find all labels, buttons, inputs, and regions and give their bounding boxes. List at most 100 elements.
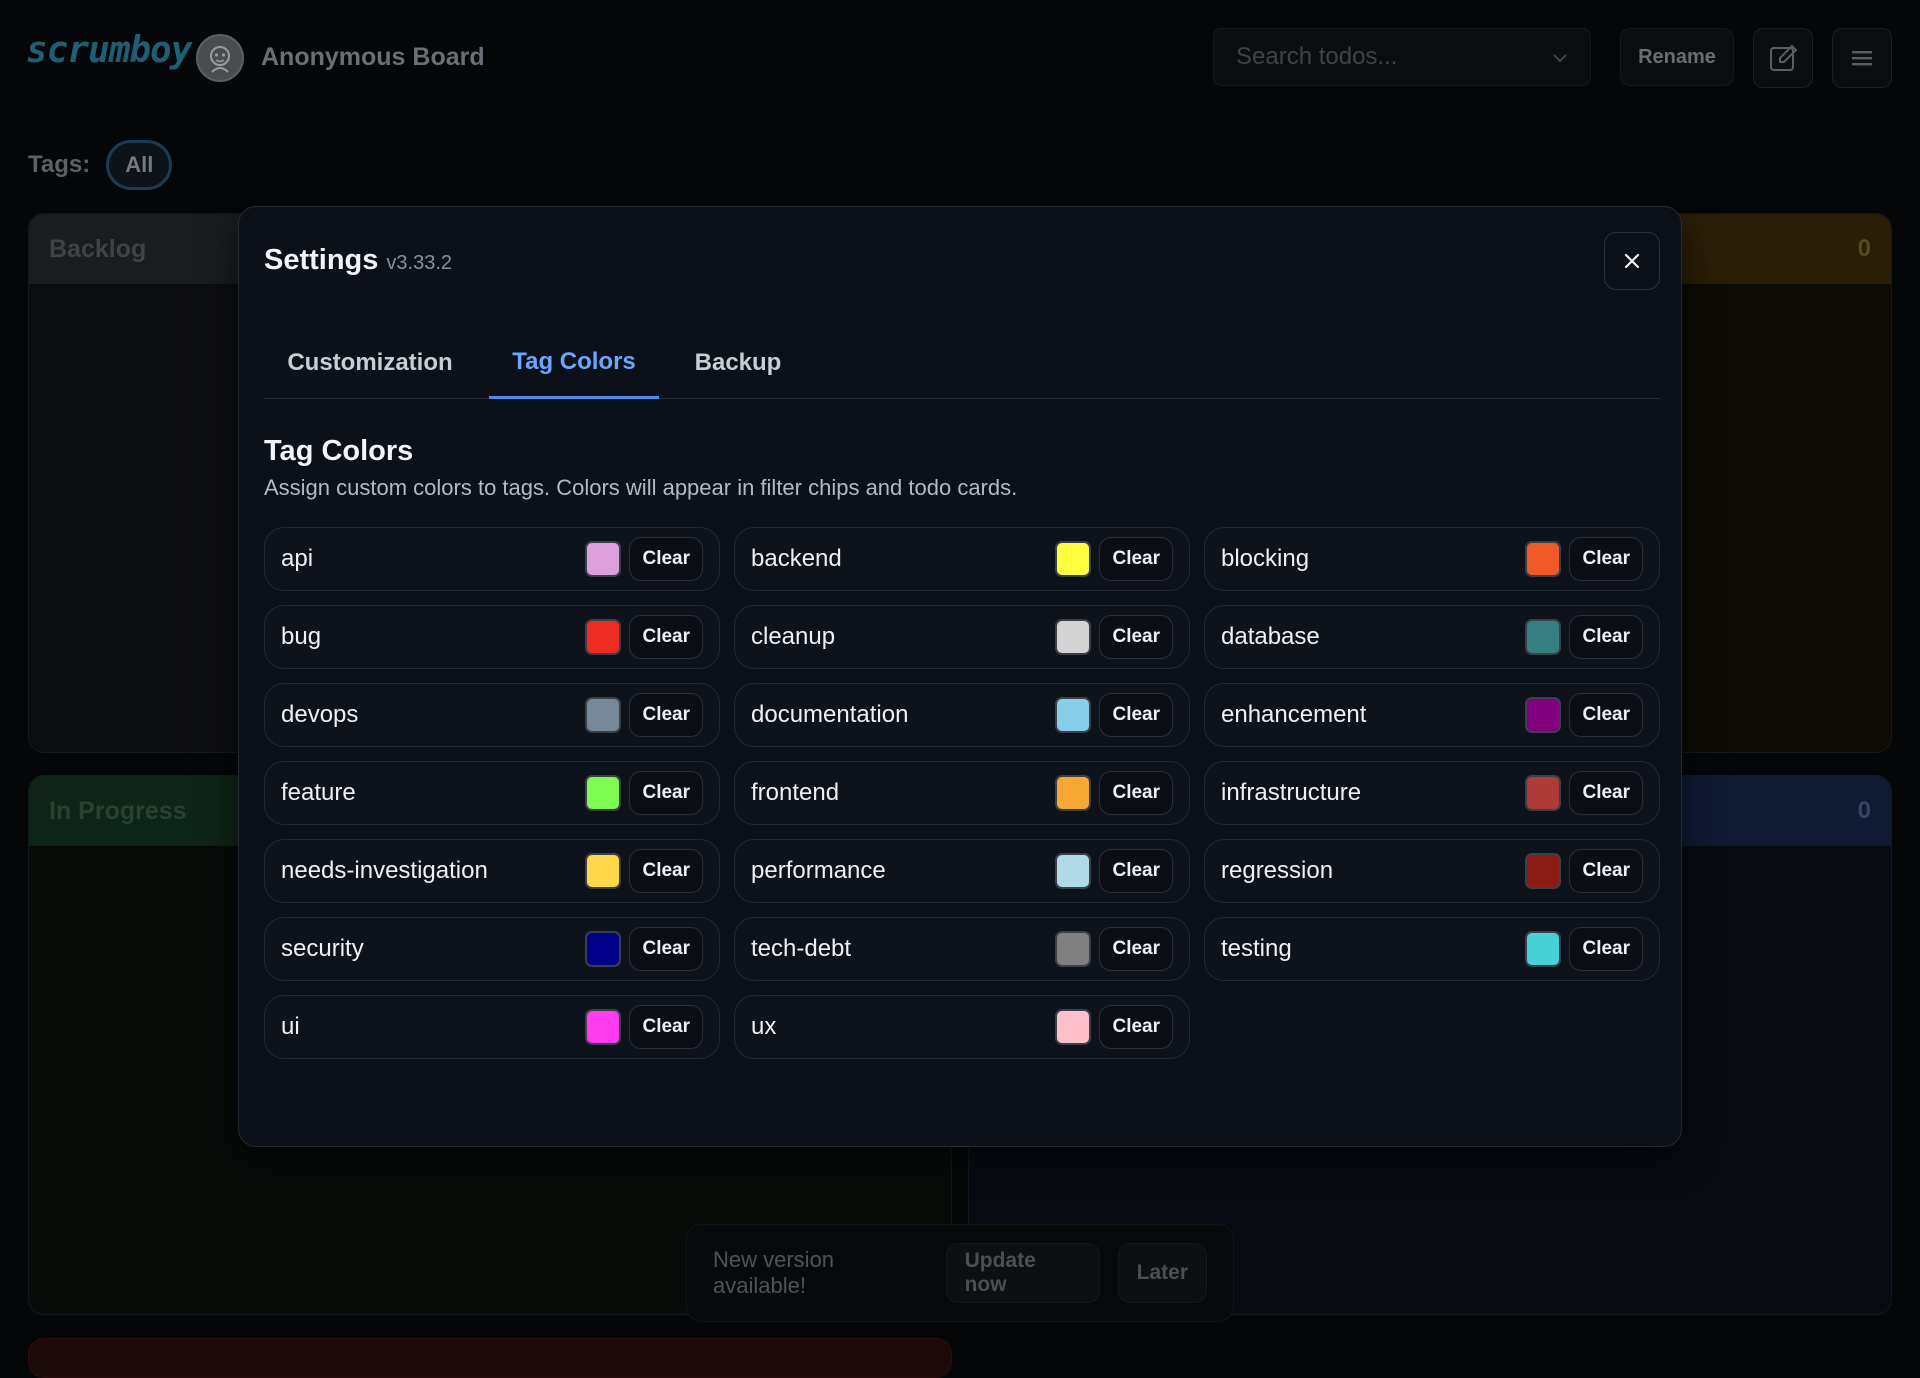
- clear-button[interactable]: Clear: [1099, 927, 1173, 971]
- color-swatch[interactable]: [1525, 931, 1562, 967]
- tag-chip-all[interactable]: All: [106, 140, 173, 190]
- tag-color-item: tech-debt Clear: [734, 917, 1190, 981]
- tag-color-item: blocking Clear: [1204, 527, 1660, 591]
- clear-button[interactable]: Clear: [1099, 693, 1173, 737]
- tag-name: cleanup: [751, 623, 836, 650]
- color-swatch[interactable]: [585, 541, 622, 577]
- clear-button[interactable]: Clear: [629, 693, 703, 737]
- tag-color-item: database Clear: [1204, 605, 1660, 669]
- tags-label: Tags:: [28, 151, 91, 178]
- section-title: Tag Colors: [264, 435, 414, 467]
- color-swatch[interactable]: [1055, 541, 1092, 577]
- color-swatch[interactable]: [585, 697, 622, 733]
- tag-color-item: frontend Clear: [734, 761, 1190, 825]
- tag-color-grid: api Clear backend Clear blocking Clear bug Clea…: [264, 527, 1660, 1059]
- color-swatch[interactable]: [1525, 541, 1562, 577]
- menu-icon: [1852, 51, 1872, 66]
- color-swatch[interactable]: [585, 619, 622, 655]
- clear-button[interactable]: Clear: [1569, 849, 1643, 893]
- color-swatch[interactable]: [1055, 775, 1092, 811]
- clear-button[interactable]: Clear: [629, 615, 703, 659]
- tag-color-item: api Clear: [264, 527, 720, 591]
- clear-button[interactable]: Clear: [1569, 537, 1643, 581]
- tag-color-item: regression Clear: [1204, 839, 1660, 903]
- tag-name: performance: [751, 857, 886, 884]
- tag-color-item: feature Clear: [264, 761, 720, 825]
- rename-button[interactable]: Rename: [1620, 28, 1734, 86]
- tab-backup[interactable]: Backup: [694, 349, 782, 376]
- board-title[interactable]: Anonymous Board: [261, 43, 485, 71]
- color-swatch[interactable]: [1525, 775, 1562, 811]
- color-swatch[interactable]: [1055, 1009, 1092, 1045]
- clear-button[interactable]: Clear: [1569, 693, 1643, 737]
- update-now-button[interactable]: Update now: [945, 1243, 1100, 1303]
- color-swatch[interactable]: [585, 1009, 622, 1045]
- color-swatch[interactable]: [585, 775, 622, 811]
- tags-filter-row: Tags: All: [28, 140, 173, 190]
- clear-button[interactable]: Clear: [629, 537, 703, 581]
- color-swatch[interactable]: [585, 853, 622, 889]
- color-swatch[interactable]: [1525, 853, 1562, 889]
- tag-name: tech-debt: [751, 935, 852, 962]
- tag-color-item: devops Clear: [264, 683, 720, 747]
- app-logo[interactable]: scrumboy: [26, 30, 192, 71]
- tag-name: testing: [1221, 935, 1292, 962]
- search-input[interactable]: [1236, 43, 1552, 71]
- column-title: In Progress: [49, 796, 187, 825]
- color-swatch[interactable]: [1055, 619, 1092, 655]
- search-box[interactable]: [1213, 28, 1591, 86]
- tag-name: api: [281, 545, 314, 572]
- color-swatch[interactable]: [1525, 619, 1562, 655]
- tab-tag-colors[interactable]: Tag Colors: [489, 327, 659, 399]
- menu-button[interactable]: [1832, 28, 1892, 88]
- tag-color-item: bug Clear: [264, 605, 720, 669]
- tag-color-item: ux Clear: [734, 995, 1190, 1059]
- modal-title: Settings v3.33.2: [264, 244, 452, 277]
- clear-button[interactable]: Clear: [1099, 1005, 1173, 1049]
- color-swatch[interactable]: [1525, 697, 1562, 733]
- toast-message: New version available!: [713, 1247, 835, 1298]
- tag-name: infrastructure: [1221, 779, 1362, 806]
- tab-customization[interactable]: Customization: [287, 349, 453, 376]
- clear-button[interactable]: Clear: [1099, 537, 1173, 581]
- clear-button[interactable]: Clear: [1099, 849, 1173, 893]
- tag-color-item: cleanup Clear: [734, 605, 1190, 669]
- clear-button[interactable]: Clear: [629, 771, 703, 815]
- update-toast: New version available! Update now Later: [686, 1224, 1234, 1322]
- clear-button[interactable]: Clear: [1099, 771, 1173, 815]
- clear-button[interactable]: Clear: [629, 927, 703, 971]
- later-button[interactable]: Later: [1117, 1243, 1207, 1303]
- board-avatar[interactable]: [196, 34, 244, 82]
- column-title: Backlog: [49, 234, 147, 263]
- edit-icon: [1770, 44, 1798, 71]
- chevron-down-icon[interactable]: [1552, 47, 1568, 68]
- column-done: [28, 1338, 952, 1378]
- close-icon: [1624, 253, 1640, 269]
- tag-name: regression: [1221, 857, 1334, 884]
- tag-color-item: enhancement Clear: [1204, 683, 1660, 747]
- tag-name: ux: [751, 1013, 777, 1040]
- tag-name: needs-investigation: [281, 857, 488, 884]
- edit-button[interactable]: [1753, 28, 1813, 88]
- tag-name: feature: [281, 779, 356, 806]
- clear-button[interactable]: Clear: [1099, 615, 1173, 659]
- tag-name: documentation: [751, 701, 909, 728]
- top-bar: scrumboy Anonymous Board Rename: [0, 0, 1920, 116]
- clear-button[interactable]: Clear: [629, 849, 703, 893]
- settings-tabs: Customization Tag Colors Backup: [264, 327, 1660, 399]
- color-swatch[interactable]: [1055, 697, 1092, 733]
- clear-button[interactable]: Clear: [1569, 771, 1643, 815]
- tag-color-item: documentation Clear: [734, 683, 1190, 747]
- clear-button[interactable]: Clear: [629, 1005, 703, 1049]
- settings-title: Settings: [264, 244, 379, 276]
- clear-button[interactable]: Clear: [1569, 927, 1643, 971]
- tag-name: blocking: [1221, 545, 1310, 572]
- color-swatch[interactable]: [1055, 853, 1092, 889]
- tag-name: security: [281, 935, 364, 962]
- clear-button[interactable]: Clear: [1569, 615, 1643, 659]
- close-button[interactable]: [1604, 232, 1660, 290]
- color-swatch[interactable]: [1055, 931, 1092, 967]
- tag-name: devops: [281, 701, 359, 728]
- tag-color-item: infrastructure Clear: [1204, 761, 1660, 825]
- color-swatch[interactable]: [585, 931, 622, 967]
